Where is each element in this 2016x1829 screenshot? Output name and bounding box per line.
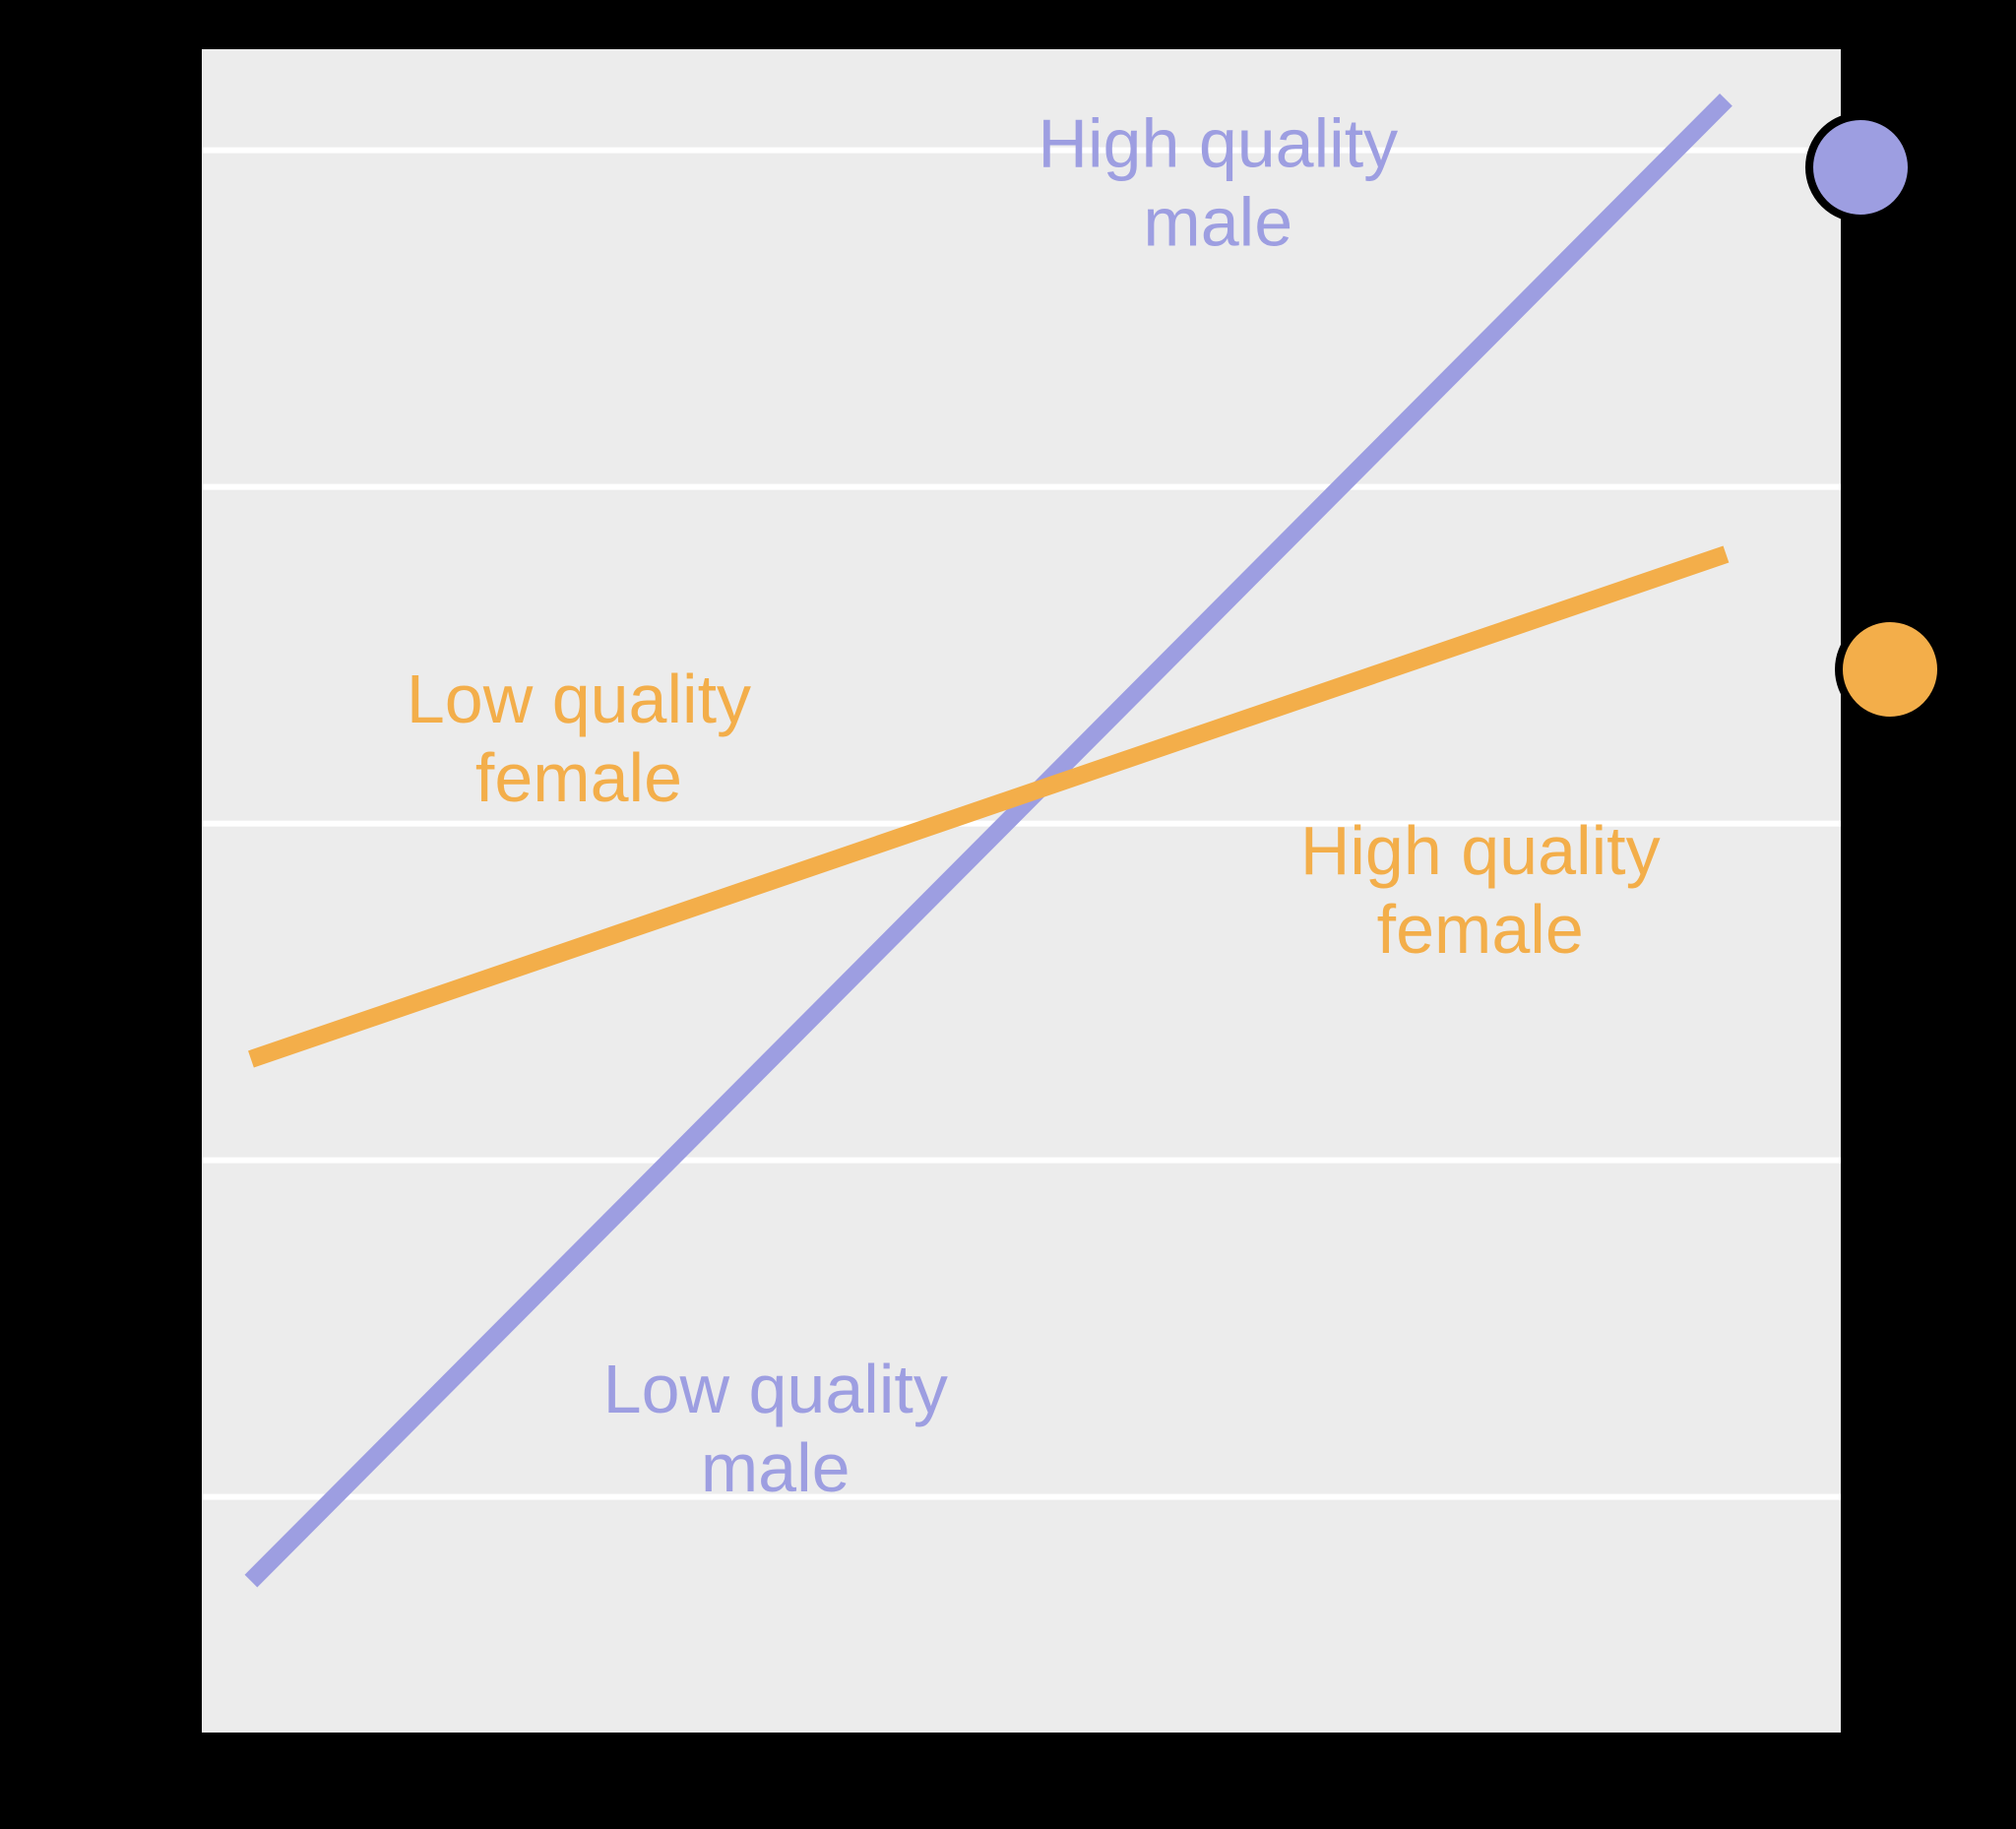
label-line: Low quality (603, 1351, 948, 1427)
plot-area (202, 49, 1841, 1733)
label-line: female (1377, 891, 1584, 968)
chart-svg: High qualitymaleLow qualitymaleHigh qual… (0, 0, 2016, 1824)
label-line: female (475, 739, 682, 816)
label-line: Low quality (407, 661, 751, 737)
chart-container: High qualitymaleLow qualitymaleHigh qual… (0, 0, 2016, 1824)
label-line: male (1143, 184, 1292, 261)
label-line: male (701, 1429, 850, 1506)
label-line: High quality (1300, 812, 1661, 889)
label-line: High quality (1038, 105, 1398, 182)
